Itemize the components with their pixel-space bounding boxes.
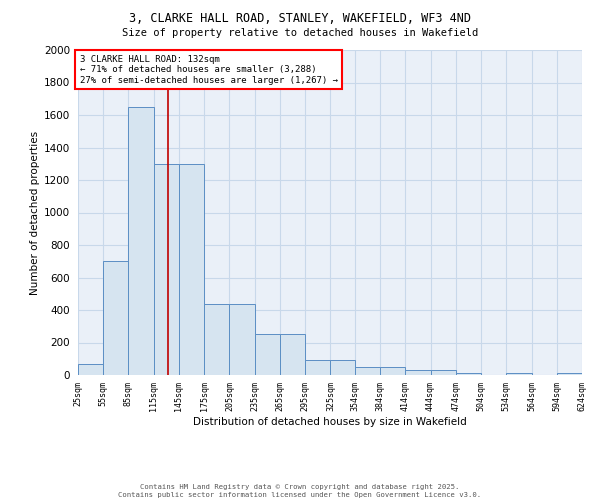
Text: 3 CLARKE HALL ROAD: 132sqm
← 71% of detached houses are smaller (3,288)
27% of s: 3 CLARKE HALL ROAD: 132sqm ← 71% of deta… (80, 55, 338, 84)
Bar (154, 164, 179, 375)
Bar (506, 372, 532, 375)
Bar (456, 372, 481, 375)
Bar (229, 304, 254, 375)
Bar (431, 370, 456, 375)
Bar (355, 367, 380, 375)
Bar (331, 360, 355, 375)
Text: 3, CLARKE HALL ROAD, STANLEY, WAKEFIELD, WF3 4ND: 3, CLARKE HALL ROAD, STANLEY, WAKEFIELD,… (129, 12, 471, 26)
Bar (103, 261, 128, 375)
Bar (204, 304, 229, 375)
Bar (78, 364, 103, 375)
Bar (406, 370, 431, 375)
Bar (179, 164, 204, 375)
Bar (305, 360, 331, 375)
Bar (380, 367, 406, 375)
Bar (128, 107, 154, 375)
Text: Contains HM Land Registry data © Crown copyright and database right 2025.
Contai: Contains HM Land Registry data © Crown c… (118, 484, 482, 498)
Y-axis label: Number of detached properties: Number of detached properties (30, 130, 40, 294)
Text: Size of property relative to detached houses in Wakefield: Size of property relative to detached ho… (122, 28, 478, 38)
Bar (280, 334, 305, 375)
Bar (254, 334, 280, 375)
Bar (557, 372, 582, 375)
X-axis label: Distribution of detached houses by size in Wakefield: Distribution of detached houses by size … (193, 417, 467, 427)
